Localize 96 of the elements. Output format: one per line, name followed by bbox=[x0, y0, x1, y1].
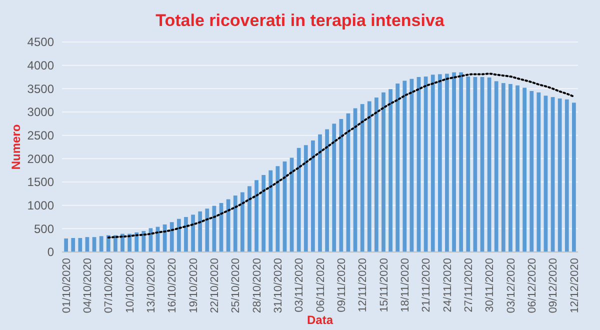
x-tick-label: 22/10/2020 bbox=[209, 258, 222, 314]
bar bbox=[262, 175, 266, 252]
bar bbox=[248, 186, 252, 252]
x-tick-label: 04/10/2020 bbox=[82, 258, 94, 314]
bar bbox=[198, 211, 202, 252]
bar bbox=[360, 104, 364, 252]
bar bbox=[374, 98, 378, 252]
x-tick-label: 09/12/2020 bbox=[548, 258, 560, 314]
bar bbox=[332, 124, 336, 252]
bar bbox=[494, 81, 498, 252]
y-axis-title: Numero bbox=[9, 124, 23, 170]
y-tick-label: 4500 bbox=[27, 35, 54, 50]
bar bbox=[325, 129, 329, 252]
x-tick-label: 09/11/2020 bbox=[336, 258, 348, 312]
y-tick-label: 2000 bbox=[27, 152, 54, 166]
x-tick-label: 18/11/2020 bbox=[400, 258, 412, 312]
bar bbox=[176, 218, 181, 252]
bar bbox=[388, 89, 392, 252]
bar bbox=[544, 96, 548, 252]
bar bbox=[438, 74, 442, 252]
x-tick-label: 01/10/2020 bbox=[60, 258, 73, 314]
x-tick-label: 12/12/2020 bbox=[568, 258, 581, 314]
bar bbox=[508, 84, 512, 252]
bar bbox=[572, 102, 576, 252]
bar bbox=[113, 235, 118, 252]
bar bbox=[134, 232, 139, 252]
bar bbox=[64, 238, 68, 252]
x-tick-label: 03/12/2020 bbox=[505, 258, 518, 314]
x-tick-label: 28/10/2020 bbox=[251, 258, 264, 314]
bar bbox=[473, 77, 478, 252]
bar bbox=[459, 72, 464, 252]
y-tick-label: 1500 bbox=[27, 175, 54, 190]
y-tick-label: 3500 bbox=[27, 82, 54, 96]
x-tick-label: 24/11/2020 bbox=[442, 258, 454, 312]
bar bbox=[445, 74, 449, 252]
x-tick-label: 25/10/2020 bbox=[230, 258, 242, 314]
x-tick-label: 06/12/2020 bbox=[526, 258, 538, 314]
x-tick-label: 13/10/2020 bbox=[146, 258, 158, 314]
bar bbox=[382, 92, 386, 252]
x-tick-label: 21/11/2020 bbox=[420, 258, 433, 312]
bar bbox=[99, 236, 104, 252]
bar bbox=[480, 77, 484, 252]
x-tick-label: 19/10/2020 bbox=[188, 258, 200, 314]
x-tick-label: 03/11/2020 bbox=[294, 258, 306, 312]
bar bbox=[466, 76, 470, 252]
chart-title: Totale ricoverati in terapia intensiva bbox=[156, 11, 445, 30]
bar bbox=[501, 83, 506, 252]
x-tick-label: 07/10/2020 bbox=[103, 258, 116, 314]
x-tick-label: 16/10/2020 bbox=[166, 258, 179, 314]
bar bbox=[318, 134, 322, 252]
bar bbox=[205, 208, 210, 252]
bar bbox=[516, 85, 520, 252]
y-tick-label: 500 bbox=[34, 222, 54, 236]
y-tick-label: 2500 bbox=[27, 128, 54, 143]
x-tick-label: 10/10/2020 bbox=[124, 258, 136, 314]
line-series bbox=[107, 72, 575, 239]
bar bbox=[142, 231, 146, 252]
y-tick-label: 3000 bbox=[27, 105, 54, 120]
bar bbox=[296, 148, 301, 252]
x-tick-label: 31/10/2020 bbox=[272, 258, 285, 314]
bar bbox=[191, 214, 195, 252]
bar bbox=[522, 88, 527, 252]
bar bbox=[452, 72, 456, 252]
bar bbox=[106, 235, 110, 252]
y-tick-label: 0 bbox=[47, 245, 54, 260]
bar bbox=[550, 97, 555, 252]
bar bbox=[530, 91, 534, 252]
bar bbox=[254, 180, 258, 252]
bar bbox=[304, 145, 308, 252]
bar bbox=[430, 74, 435, 252]
x-tick-label: 12/11/2020 bbox=[357, 258, 370, 312]
bar bbox=[487, 77, 492, 252]
bar bbox=[233, 196, 238, 252]
x-tick-label: 06/11/2020 bbox=[314, 258, 327, 312]
bar bbox=[184, 217, 188, 252]
y-tick-label: 4000 bbox=[27, 58, 54, 73]
bar bbox=[240, 192, 244, 252]
bar bbox=[396, 84, 400, 252]
bar bbox=[402, 80, 407, 252]
x-tick-label: 30/11/2020 bbox=[484, 258, 496, 312]
bar bbox=[564, 99, 569, 252]
bar bbox=[339, 119, 344, 252]
bar bbox=[78, 238, 82, 252]
y-tick-label: 1000 bbox=[27, 198, 54, 213]
bar bbox=[170, 222, 174, 252]
x-tick-label: 27/11/2020 bbox=[462, 258, 475, 312]
bar bbox=[311, 140, 315, 252]
bar bbox=[558, 98, 562, 252]
bar bbox=[268, 170, 273, 252]
bar bbox=[367, 101, 372, 252]
bar bbox=[162, 224, 167, 252]
x-tick-label: 15/11/2020 bbox=[378, 258, 390, 312]
x-axis-title: Data bbox=[306, 313, 334, 327]
bar bbox=[71, 238, 76, 252]
bar bbox=[276, 166, 280, 252]
bar bbox=[536, 92, 541, 252]
